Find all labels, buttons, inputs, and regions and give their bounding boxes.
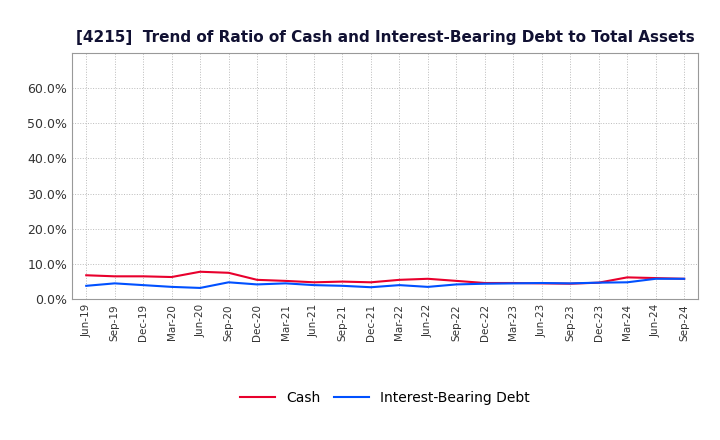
Interest-Bearing Debt bbox=[139, 282, 148, 288]
Interest-Bearing Debt bbox=[537, 280, 546, 286]
Line: Cash: Cash bbox=[86, 272, 684, 284]
Cash bbox=[423, 276, 432, 282]
Cash bbox=[253, 277, 261, 282]
Interest-Bearing Debt bbox=[595, 280, 603, 285]
Cash bbox=[196, 269, 204, 275]
Cash bbox=[652, 275, 660, 281]
Interest-Bearing Debt bbox=[480, 281, 489, 286]
Interest-Bearing Debt bbox=[395, 282, 404, 288]
Interest-Bearing Debt bbox=[566, 281, 575, 286]
Cash bbox=[452, 278, 461, 283]
Interest-Bearing Debt bbox=[82, 283, 91, 289]
Cash bbox=[395, 277, 404, 282]
Interest-Bearing Debt bbox=[652, 276, 660, 282]
Interest-Bearing Debt bbox=[423, 284, 432, 290]
Cash bbox=[282, 278, 290, 283]
Cash bbox=[680, 276, 688, 282]
Interest-Bearing Debt bbox=[452, 282, 461, 287]
Cash bbox=[595, 280, 603, 285]
Title: [4215]  Trend of Ratio of Cash and Interest-Bearing Debt to Total Assets: [4215] Trend of Ratio of Cash and Intere… bbox=[76, 29, 695, 45]
Cash bbox=[139, 274, 148, 279]
Interest-Bearing Debt bbox=[196, 285, 204, 290]
Cash bbox=[480, 280, 489, 286]
Cash bbox=[566, 281, 575, 286]
Interest-Bearing Debt bbox=[310, 282, 318, 288]
Cash bbox=[82, 273, 91, 278]
Interest-Bearing Debt bbox=[680, 276, 688, 282]
Interest-Bearing Debt bbox=[366, 285, 375, 290]
Cash bbox=[110, 274, 119, 279]
Cash bbox=[366, 280, 375, 285]
Cash bbox=[537, 281, 546, 286]
Interest-Bearing Debt bbox=[110, 281, 119, 286]
Legend: Cash, Interest-Bearing Debt: Cash, Interest-Bearing Debt bbox=[235, 385, 536, 410]
Interest-Bearing Debt bbox=[253, 282, 261, 287]
Interest-Bearing Debt bbox=[167, 284, 176, 290]
Interest-Bearing Debt bbox=[623, 280, 631, 285]
Interest-Bearing Debt bbox=[509, 281, 518, 286]
Cash bbox=[167, 275, 176, 280]
Cash bbox=[310, 280, 318, 285]
Interest-Bearing Debt bbox=[225, 280, 233, 285]
Interest-Bearing Debt bbox=[338, 283, 347, 289]
Cash bbox=[225, 270, 233, 275]
Interest-Bearing Debt bbox=[282, 281, 290, 286]
Cash bbox=[623, 275, 631, 280]
Cash bbox=[509, 280, 518, 286]
Cash bbox=[338, 279, 347, 284]
Line: Interest-Bearing Debt: Interest-Bearing Debt bbox=[86, 279, 684, 288]
